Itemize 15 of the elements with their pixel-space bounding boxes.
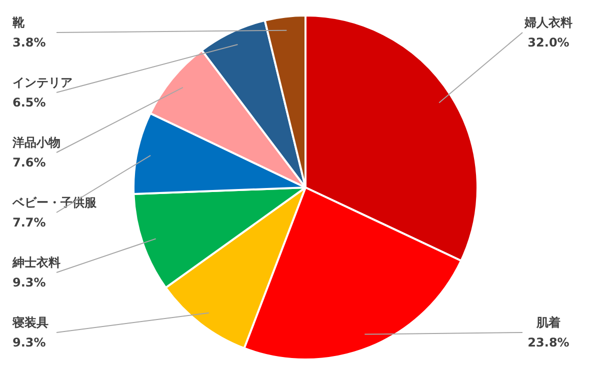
- slice-label: 肌着: [536, 316, 560, 330]
- slice-label: 寝装具: [12, 316, 48, 330]
- slice-label: 紳士衣料: [12, 256, 60, 270]
- data-label: 32.0%: [528, 36, 570, 50]
- data-label: 7.7%: [12, 216, 46, 230]
- slice-label: インテリア: [12, 76, 72, 90]
- data-label: 9.3%: [12, 336, 46, 350]
- slice-label: 婦人衣料: [524, 16, 572, 30]
- data-label: 7.6%: [12, 156, 46, 170]
- data-label: 6.5%: [12, 96, 46, 110]
- data-label: 3.8%: [12, 36, 46, 50]
- data-label: 23.8%: [528, 336, 570, 350]
- slice-label: 靴: [12, 16, 26, 30]
- data-label: 9.3%: [12, 276, 46, 290]
- slice-label: 洋品小物: [12, 136, 60, 150]
